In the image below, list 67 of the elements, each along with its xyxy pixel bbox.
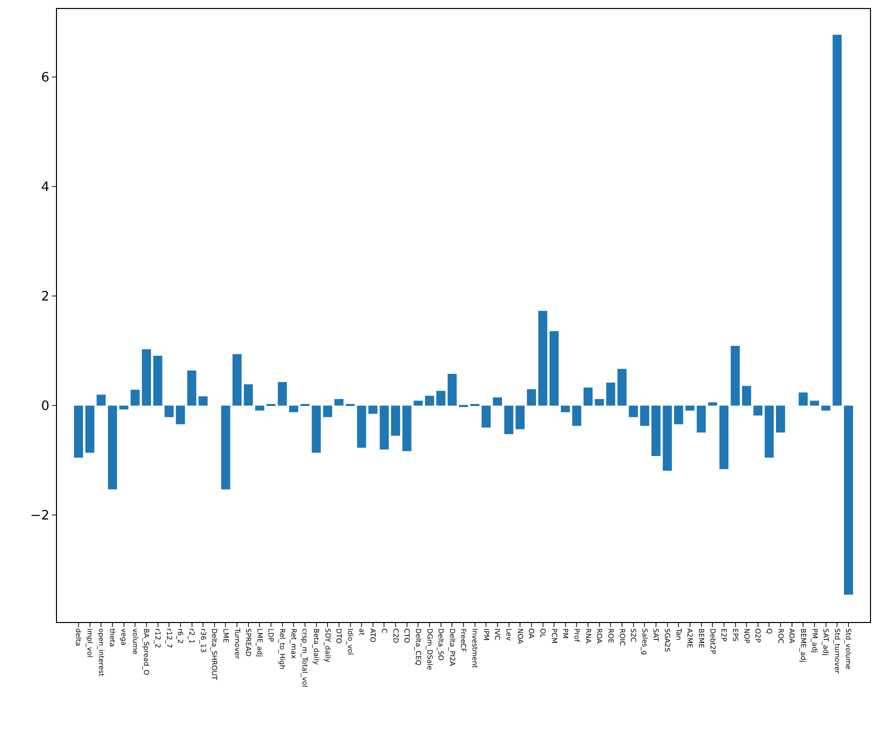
bar	[153, 356, 162, 406]
bar	[617, 368, 627, 406]
bar	[108, 406, 118, 490]
bar	[526, 389, 536, 406]
y-tick-label: −2	[30, 508, 50, 524]
bar	[425, 396, 434, 406]
bar	[312, 406, 321, 453]
bar	[255, 406, 264, 411]
bar	[584, 388, 593, 406]
bar	[821, 406, 830, 411]
bar	[187, 370, 196, 406]
bar	[753, 406, 762, 416]
bar	[594, 399, 604, 406]
bar	[221, 406, 230, 490]
bar	[572, 406, 582, 426]
y-tick-label: 2	[41, 290, 50, 305]
bar	[628, 406, 638, 418]
bar	[198, 396, 208, 406]
bar	[176, 406, 185, 424]
bar	[560, 406, 570, 412]
bar	[323, 406, 332, 418]
bar	[402, 406, 412, 452]
bar	[776, 406, 786, 432]
bar	[606, 382, 616, 406]
bar	[380, 406, 389, 450]
bar	[130, 390, 140, 406]
bar	[640, 406, 650, 426]
bar	[414, 400, 423, 406]
bar	[74, 406, 84, 458]
bar	[810, 400, 820, 406]
bar	[492, 397, 502, 406]
y-tick-label: 4	[41, 180, 50, 196]
bar	[538, 310, 548, 406]
bar	[334, 399, 344, 406]
bar	[696, 406, 706, 432]
bar	[368, 406, 378, 414]
bar	[685, 406, 694, 411]
bar	[662, 406, 672, 471]
bar	[516, 406, 525, 430]
bar	[436, 390, 446, 406]
bar	[164, 406, 174, 418]
y-tick-label: 6	[41, 70, 50, 86]
bar	[232, 354, 242, 406]
bar	[674, 406, 684, 424]
bar	[119, 406, 128, 410]
bar	[96, 394, 106, 406]
bar	[844, 406, 854, 595]
bar	[85, 406, 94, 453]
bar	[244, 384, 253, 406]
bar	[278, 382, 287, 406]
bar	[798, 392, 808, 406]
bar	[448, 374, 457, 406]
bar	[651, 406, 661, 456]
bar	[289, 406, 298, 412]
bar	[719, 406, 728, 470]
bar	[730, 346, 740, 406]
bar	[832, 34, 842, 406]
bar	[357, 406, 366, 448]
bar	[550, 331, 559, 406]
bar	[482, 406, 491, 428]
bar	[708, 402, 718, 406]
bar	[391, 406, 400, 436]
bar	[764, 406, 774, 458]
bar	[504, 406, 514, 434]
bar	[142, 349, 151, 406]
bar	[742, 386, 752, 406]
y-tick-label: 0	[41, 399, 50, 414]
